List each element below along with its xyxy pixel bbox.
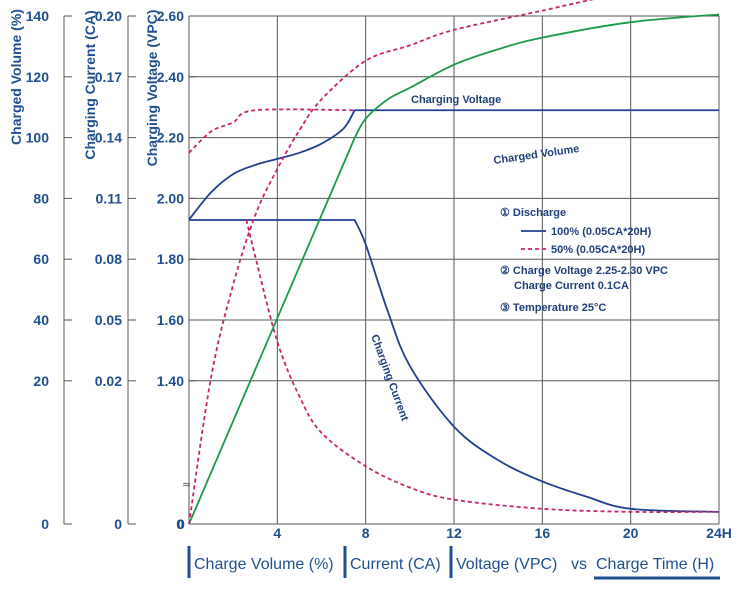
legend-temperature: ③ Temperature 25°C: [500, 302, 606, 314]
charged-volume-100pct-line: [188, 13, 720, 525]
x-tick-label: 12: [446, 525, 462, 541]
caption-current: Current (CA): [350, 556, 441, 573]
x-tick-label: 8: [362, 525, 370, 541]
charging-voltage-tick-label: 2.00: [157, 190, 184, 206]
charged-volume-label: Charged Volume: [493, 143, 580, 167]
charging-current-tick-label: 0: [114, 516, 122, 532]
charged-volume-tick-label: 140: [26, 8, 50, 24]
charged-volume-axis-title: Charged Volume (%): [8, 9, 24, 145]
legend-half: 50% (0.05CA*20H): [551, 244, 645, 256]
charging-current-axis-title: Charging Current (CA): [82, 10, 98, 159]
charging-voltage-tick-label: 0: [176, 516, 184, 532]
legend: ① Discharge 100% (0.05CA*20H) 50% (0.05C…: [500, 207, 668, 314]
series: [188, 0, 720, 525]
charging-current-tick-label: 0.20: [95, 8, 122, 24]
charging-voltage-label: Charging Voltage: [411, 94, 501, 106]
axis-break-mark: ≈: [182, 478, 191, 491]
x-tick-label: 16: [535, 525, 551, 541]
charging-voltage-tick-label: 2.20: [157, 130, 184, 146]
charging-current-tick-label: 0.02: [95, 373, 122, 389]
charged-volume-tick-label: 80: [33, 190, 49, 206]
charging-voltage-axis-title: Charging Voltage (VPC): [144, 10, 160, 167]
charging-voltage-tick-label: 2.40: [157, 69, 184, 85]
charged-volume-tick-label: 60: [33, 251, 49, 267]
legend-charge-voltage: ② Charge Voltage 2.25-2.30 VPC: [500, 265, 668, 277]
charging-current-tick-label: 0.05: [95, 312, 122, 328]
charging-current-tick-label: 0.17: [95, 69, 122, 85]
charging-voltage-50pct-line: [188, 108, 355, 154]
charging-voltage-tick-label: 2.60: [157, 8, 184, 24]
legend-charge-current: Charge Current 0.1CA: [514, 280, 629, 292]
caption-vs: vs: [571, 556, 587, 573]
charging-voltage-100pct-line: [188, 109, 719, 221]
charging-current-label: Charging Current: [368, 333, 411, 423]
caption: Charge Volume (%) Current (CA) Voltage (…: [187, 546, 720, 580]
x-tick-label: 4: [273, 525, 281, 541]
caption-charge-volume: Charge Volume (%): [194, 556, 334, 573]
x-tick-label: 20: [623, 525, 639, 541]
charging-voltage-tick-label: 1.80: [157, 251, 184, 267]
x-tick-label-origin: 0: [177, 516, 185, 532]
charging-voltage-tick-label: 1.60: [157, 312, 184, 328]
charged-volume-50pct-line: [188, 0, 594, 525]
charged-volume-tick-label: 120: [26, 69, 50, 85]
charged-volume-tick-label: 40: [33, 312, 49, 328]
charging-current-tick-label: 0.08: [95, 251, 122, 267]
x-tick-label: 24H: [706, 525, 732, 541]
axes: 1401201008060402000.200.170.140.110.080.…: [26, 8, 732, 541]
charged-volume-tick-label: 100: [26, 130, 50, 146]
charged-volume-tick-label: 0: [41, 516, 49, 532]
caption-voltage: Voltage (VPC): [456, 556, 557, 573]
legend-full: 100% (0.05CA*20H): [551, 226, 652, 238]
charging-voltage-tick-label: 1.40: [157, 373, 184, 389]
charging-current-tick-label: 0.11: [96, 190, 123, 206]
charging-current-50pct-line: [245, 219, 720, 513]
legend-discharge: ① Discharge: [500, 207, 566, 219]
charging-current-tick-label: 0.14: [95, 130, 122, 146]
charged-volume-tick-label: 20: [33, 373, 49, 389]
caption-charge-time: Charge Time (H): [596, 556, 714, 573]
charging-current-100pct-line: [189, 219, 720, 513]
